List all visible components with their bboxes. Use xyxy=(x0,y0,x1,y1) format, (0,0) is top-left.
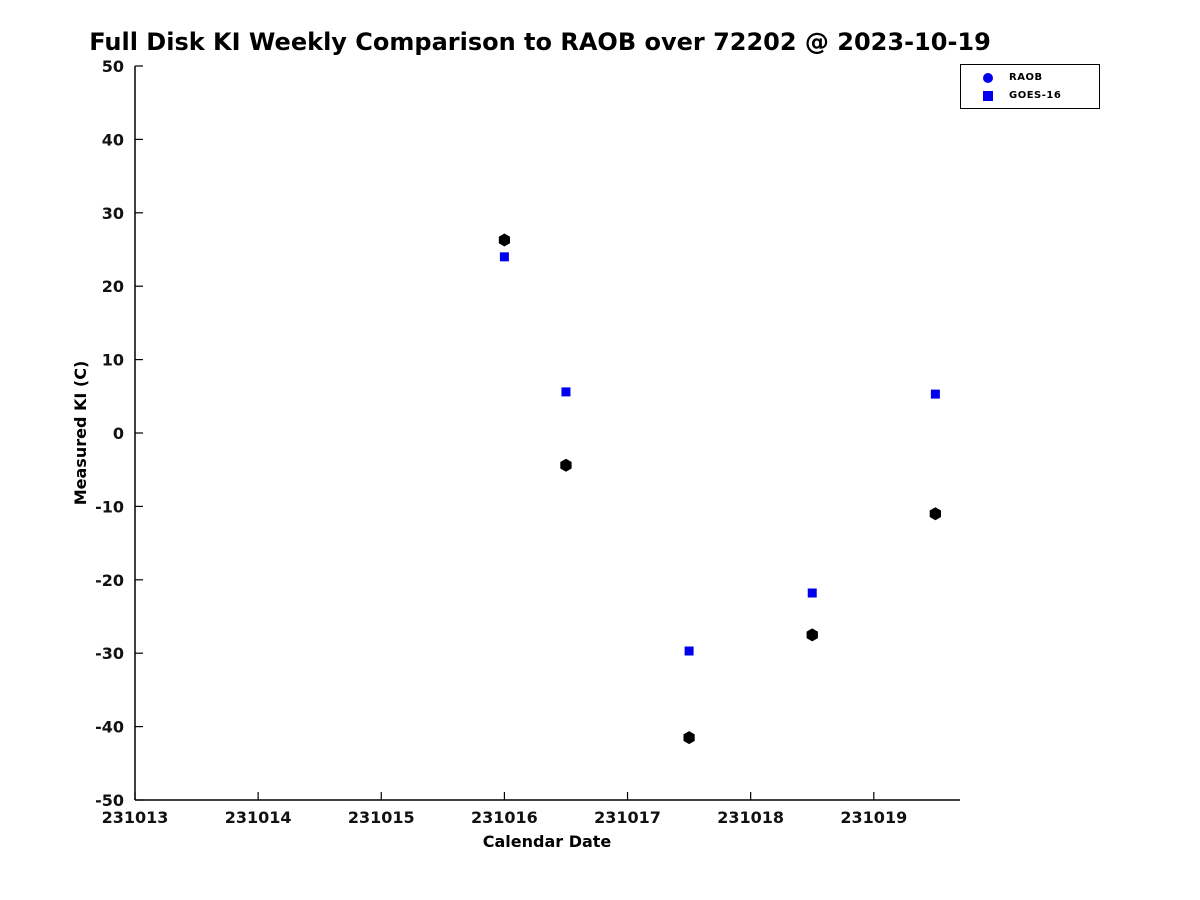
svg-text:40: 40 xyxy=(102,130,124,149)
goes16-marker-icon xyxy=(983,90,993,101)
svg-text:231014: 231014 xyxy=(225,808,292,827)
legend-item-raob: RAOB xyxy=(967,72,1093,83)
axes: 231013 231014 231015 231016 231017 231018 2310… xyxy=(95,57,960,827)
chart-title: Full Disk KI Weekly Comparison to RAOB o… xyxy=(89,28,991,56)
legend-label-raob: RAOB xyxy=(1009,72,1043,83)
svg-text:10: 10 xyxy=(102,351,124,370)
svg-text:50: 50 xyxy=(102,57,124,76)
y-axis-label: Measured KI (C) xyxy=(71,361,90,506)
data-points xyxy=(498,233,941,745)
legend-item-goes16: GOES-16 xyxy=(967,90,1093,101)
svg-text:231015: 231015 xyxy=(348,808,415,827)
svg-text:30: 30 xyxy=(102,204,124,223)
svg-text:-40: -40 xyxy=(95,718,124,737)
svg-text:-10: -10 xyxy=(95,497,124,516)
svg-text:231018: 231018 xyxy=(717,808,784,827)
svg-text:231013: 231013 xyxy=(102,808,169,827)
svg-text:20: 20 xyxy=(102,277,124,296)
svg-text:-50: -50 xyxy=(95,791,124,810)
legend-label-goes16: GOES-16 xyxy=(1009,90,1062,101)
svg-text:0: 0 xyxy=(113,424,124,443)
svg-text:-20: -20 xyxy=(95,571,124,590)
svg-text:231017: 231017 xyxy=(594,808,661,827)
svg-text:-30: -30 xyxy=(95,644,124,663)
raob-marker-icon xyxy=(983,72,993,83)
svg-text:231016: 231016 xyxy=(471,808,538,827)
svg-text:231019: 231019 xyxy=(840,808,907,827)
legend: RAOB GOES-16 xyxy=(960,64,1100,109)
x-axis-label: Calendar Date xyxy=(483,832,612,851)
